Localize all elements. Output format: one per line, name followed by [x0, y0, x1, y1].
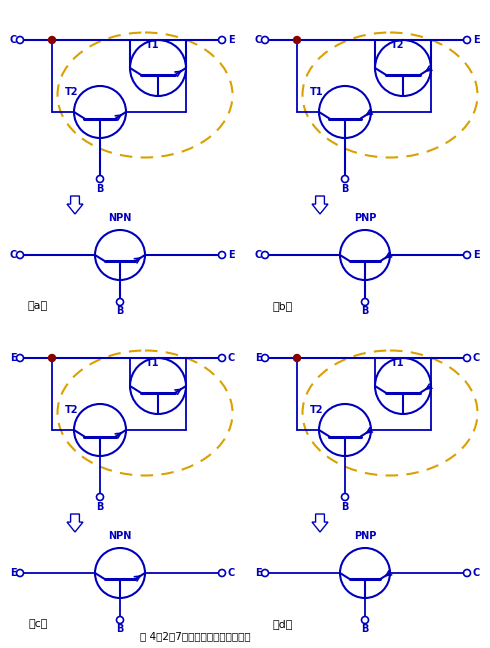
- Circle shape: [464, 251, 470, 259]
- Text: B: B: [342, 502, 349, 512]
- Text: C: C: [9, 250, 17, 260]
- Text: （b）: （b）: [273, 301, 293, 311]
- Circle shape: [294, 36, 300, 43]
- Text: PNP: PNP: [354, 213, 376, 223]
- Polygon shape: [67, 514, 83, 532]
- Text: E: E: [473, 35, 479, 45]
- Circle shape: [464, 354, 470, 362]
- Text: B: B: [116, 624, 123, 634]
- Text: （a）: （a）: [28, 301, 48, 311]
- Text: B: B: [97, 184, 104, 194]
- Circle shape: [117, 616, 123, 623]
- Text: PNP: PNP: [354, 531, 376, 541]
- Circle shape: [362, 299, 368, 305]
- Text: C: C: [254, 35, 262, 45]
- Text: T1: T1: [146, 40, 160, 50]
- Text: C: C: [472, 568, 480, 578]
- Circle shape: [342, 494, 348, 500]
- Text: T1: T1: [391, 358, 405, 368]
- Text: E: E: [228, 35, 234, 45]
- Circle shape: [219, 570, 225, 577]
- Circle shape: [97, 494, 103, 500]
- Text: T2: T2: [310, 405, 324, 415]
- Circle shape: [464, 36, 470, 43]
- Text: B: B: [342, 184, 349, 194]
- Text: NPN: NPN: [108, 213, 132, 223]
- Circle shape: [262, 570, 269, 577]
- Text: C: C: [472, 353, 480, 363]
- Circle shape: [49, 354, 55, 362]
- Circle shape: [262, 251, 269, 259]
- Polygon shape: [67, 196, 83, 214]
- Text: 图 4－2－7：复合管的四种连接方式: 图 4－2－7：复合管的四种连接方式: [140, 631, 250, 641]
- Circle shape: [49, 36, 55, 43]
- Text: NPN: NPN: [108, 531, 132, 541]
- Text: E: E: [255, 353, 261, 363]
- Text: T2: T2: [65, 405, 79, 415]
- Circle shape: [17, 36, 24, 43]
- Circle shape: [17, 570, 24, 577]
- Circle shape: [219, 36, 225, 43]
- Text: （d）: （d）: [273, 619, 293, 629]
- Text: E: E: [473, 250, 479, 260]
- Circle shape: [262, 36, 269, 43]
- Circle shape: [97, 176, 103, 183]
- Text: C: C: [9, 35, 17, 45]
- Text: T1: T1: [310, 87, 324, 97]
- Circle shape: [219, 354, 225, 362]
- Circle shape: [362, 616, 368, 623]
- Text: B: B: [361, 624, 368, 634]
- Text: E: E: [228, 250, 234, 260]
- Text: E: E: [10, 568, 16, 578]
- Polygon shape: [312, 514, 328, 532]
- Text: E: E: [255, 568, 261, 578]
- Circle shape: [294, 354, 300, 362]
- Circle shape: [219, 251, 225, 259]
- Circle shape: [17, 251, 24, 259]
- Circle shape: [262, 354, 269, 362]
- Circle shape: [17, 354, 24, 362]
- Text: T2: T2: [65, 87, 79, 97]
- Text: T2: T2: [391, 40, 405, 50]
- Text: T1: T1: [146, 358, 160, 368]
- Circle shape: [117, 299, 123, 305]
- Text: C: C: [254, 250, 262, 260]
- Text: （c）: （c）: [28, 619, 48, 629]
- Circle shape: [464, 570, 470, 577]
- Text: C: C: [227, 568, 235, 578]
- Text: E: E: [10, 353, 16, 363]
- Text: B: B: [97, 502, 104, 512]
- Text: B: B: [361, 306, 368, 316]
- Circle shape: [342, 176, 348, 183]
- Text: B: B: [116, 306, 123, 316]
- Polygon shape: [312, 196, 328, 214]
- Text: C: C: [227, 353, 235, 363]
